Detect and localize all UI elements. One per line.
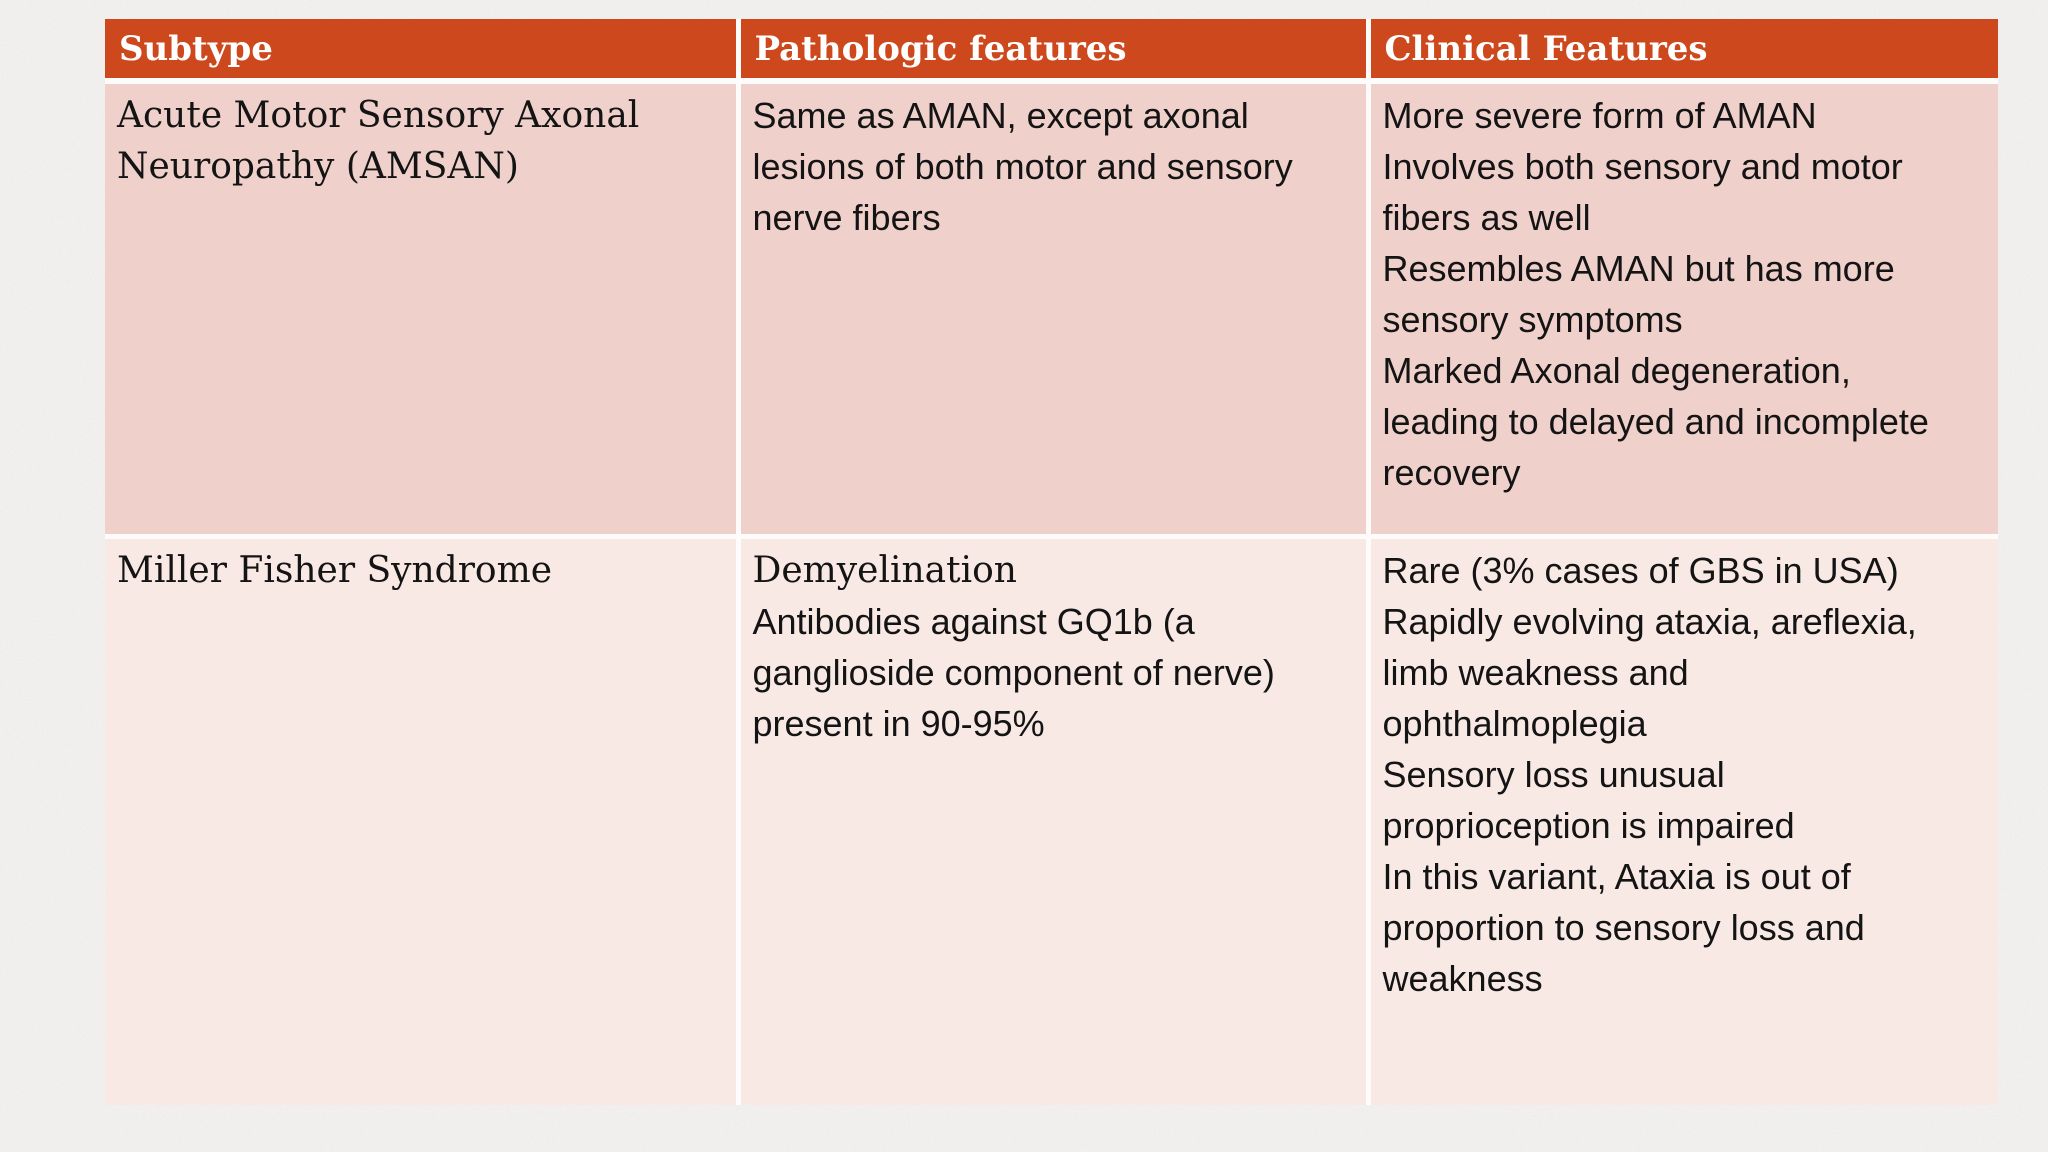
cell-amsan-subtype: Acute Motor Sensory Axonal Neuropathy (A… <box>105 81 741 539</box>
cell-amsan-clinical: More severe form of AMAN Involves both s… <box>1368 81 1998 539</box>
cell-mfs-subtype: Miller Fisher Syndrome <box>105 536 741 1105</box>
column-header-clinical-features: Clinical Features <box>1368 19 1998 84</box>
column-header-pathologic-features: Pathologic features <box>738 19 1371 84</box>
column-header-subtype: Subtype <box>105 19 741 84</box>
cell-amsan-pathologic: Same as AMAN, except axonal lesions of b… <box>738 81 1371 539</box>
cell-mfs-clinical: Rare (3% cases of GBS in USA) Rapidly ev… <box>1368 536 1998 1105</box>
table: Subtype Pathologic features Clinical Fea… <box>105 19 1998 1105</box>
table-row-amsan: Acute Motor Sensory Axonal Neuropathy (A… <box>105 81 1998 539</box>
cell-mfs-pathologic: Demyelination Antibodies against GQ1b (a … <box>738 536 1371 1105</box>
gbs-subtypes-table: Subtype Pathologic features Clinical Fea… <box>105 19 1998 1105</box>
cell-mfs-pathologic-rest: Antibodies against GQ1b (a ganglioside c… <box>752 600 1275 744</box>
header-row: Subtype Pathologic features Clinical Fea… <box>105 19 1998 84</box>
table-row-miller-fisher: Miller Fisher Syndrome Demyelination Anti… <box>105 536 1998 1105</box>
cell-mfs-pathologic-lead: Demyelination <box>752 549 1017 591</box>
